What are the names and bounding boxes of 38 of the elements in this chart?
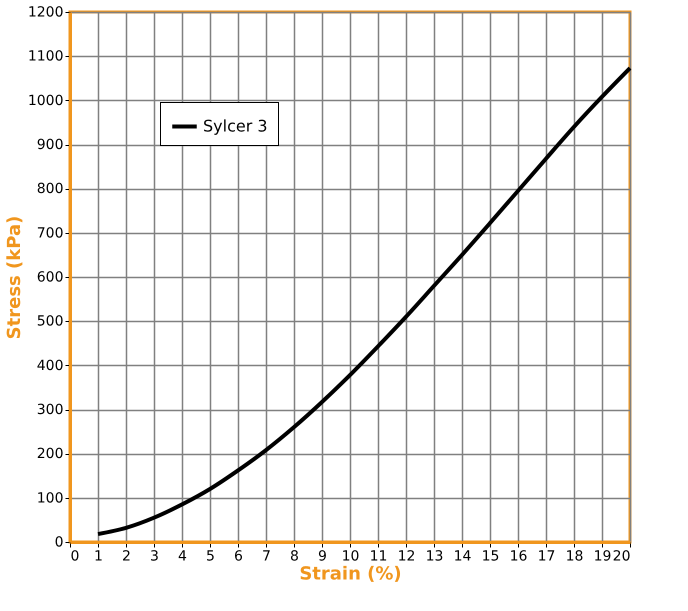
y-tick-label: 200	[36, 446, 64, 462]
y-tick-label: 1000	[28, 92, 64, 109]
x-tick-label: 8	[290, 548, 299, 564]
y-tick-label: 900	[36, 137, 64, 153]
y-tick-label: 400	[36, 358, 64, 374]
x-tick-label: 16	[510, 548, 528, 564]
y-tick-label: 800	[36, 181, 64, 198]
x-tick-label: 4	[178, 548, 188, 564]
x-tick-label: 13	[426, 548, 444, 564]
y-tick-label: 600	[36, 270, 64, 286]
x-tick-label: 15	[482, 548, 500, 564]
y-tick-label: 300	[36, 402, 64, 418]
x-axis-title: Strain (%)	[299, 564, 402, 584]
x-tick-label: 19	[594, 548, 612, 564]
y-tick-label: 0	[54, 534, 64, 550]
x-tick-label: 7	[262, 548, 271, 564]
y-tick-label: 700	[36, 225, 64, 242]
x-tick-label: 17	[538, 548, 556, 564]
legend-label: Sylcer 3	[203, 116, 268, 136]
y-tick-label: 500	[36, 314, 64, 330]
x-tick-label: 20	[612, 548, 630, 564]
x-tick-label: 2	[122, 548, 131, 564]
x-tick-label: 12	[398, 548, 416, 564]
x-tick-label: 6	[234, 548, 244, 564]
line-series	[96, 66, 632, 536]
x-tick-label: 9	[318, 548, 327, 564]
y-tick-label: 1200	[28, 4, 64, 20]
x-tick-label: 14	[454, 548, 472, 564]
y-axis-title: Stress (kPa)	[4, 216, 25, 340]
x-tick-label: 18	[566, 548, 584, 564]
y-tick-label: 100	[36, 490, 64, 506]
y-tick-label: 1100	[28, 48, 64, 65]
x-tick-label: 5	[206, 548, 215, 564]
x-tick-label: 10	[342, 548, 360, 564]
x-tick-label: 0	[70, 548, 80, 564]
x-tick-label: 1	[94, 548, 103, 564]
x-tick-label: 3	[150, 548, 159, 564]
x-tick-label: 11	[370, 548, 388, 564]
